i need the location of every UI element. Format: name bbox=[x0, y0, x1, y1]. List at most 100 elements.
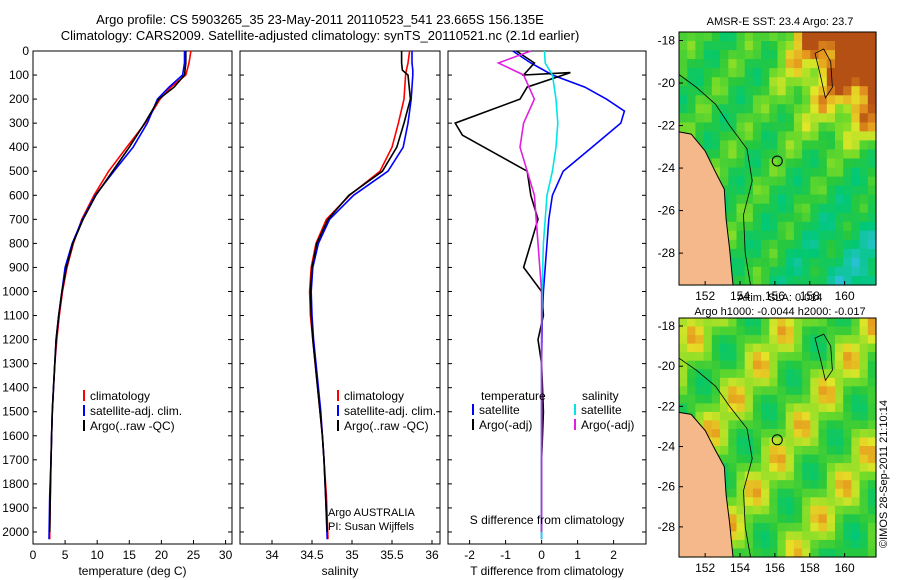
heatmap-cell bbox=[802, 352, 811, 362]
heatmap-cell bbox=[867, 403, 877, 413]
heatmap-cell bbox=[851, 394, 861, 404]
heatmap-cell bbox=[843, 394, 852, 404]
heatmap-cell bbox=[744, 480, 754, 490]
heatmap-cell bbox=[687, 68, 696, 78]
heatmap-cell bbox=[769, 113, 779, 123]
heatmap-cell bbox=[728, 463, 738, 473]
heatmap-cell bbox=[736, 266, 746, 277]
heatmap-cell bbox=[835, 86, 844, 96]
heatmap-cell bbox=[736, 230, 746, 241]
heatmap-cell bbox=[818, 420, 828, 430]
heatmap-cell bbox=[810, 514, 820, 524]
heatmap-cell bbox=[679, 394, 688, 404]
heatmap-cell bbox=[736, 463, 746, 473]
heatmap-cell bbox=[826, 140, 836, 150]
heatmap-cell bbox=[744, 50, 754, 60]
heatmap-cell bbox=[736, 276, 746, 286]
heatmap-cell bbox=[802, 158, 811, 169]
heatmap-cell bbox=[818, 140, 828, 150]
heatmap-cell bbox=[851, 41, 861, 51]
heatmap-cell bbox=[851, 548, 861, 558]
heatmap-cell bbox=[818, 360, 828, 370]
heatmap-cell bbox=[867, 497, 877, 507]
heatmap-cell bbox=[703, 369, 713, 379]
heatmap-cell bbox=[810, 140, 820, 150]
map-y-tick-label: -18 bbox=[658, 34, 676, 48]
heatmap-cell bbox=[851, 531, 861, 541]
heatmap-cell bbox=[810, 167, 820, 178]
heatmap-cell bbox=[777, 212, 787, 223]
heatmap-cell bbox=[802, 86, 811, 96]
heatmap-cell bbox=[761, 32, 770, 42]
heatmap-cell bbox=[711, 41, 721, 51]
heatmap-cell bbox=[826, 437, 836, 447]
heatmap-cell bbox=[826, 41, 836, 51]
heatmap-cell bbox=[851, 185, 861, 196]
heatmap-cell bbox=[761, 122, 770, 132]
heatmap-cell bbox=[859, 343, 869, 353]
heatmap-cell bbox=[711, 403, 721, 413]
legend-label: Argo(-adj) bbox=[479, 418, 532, 432]
heatmap-cell bbox=[777, 221, 787, 232]
heatmap-cell bbox=[851, 158, 861, 169]
heatmap-cell bbox=[859, 50, 869, 60]
heatmap-cell bbox=[777, 276, 787, 286]
heatmap-cell bbox=[720, 369, 729, 379]
heatmap-cell bbox=[785, 377, 795, 387]
heatmap-cell bbox=[744, 326, 754, 336]
heatmap-cell bbox=[703, 429, 713, 439]
heatmap-cell bbox=[810, 104, 820, 114]
heatmap-cell bbox=[867, 68, 877, 78]
heatmap-cell bbox=[810, 420, 820, 430]
heatmap-cell bbox=[761, 497, 770, 507]
heatmap-cell bbox=[867, 326, 877, 336]
heatmap-cell bbox=[859, 113, 869, 123]
heatmap-cell bbox=[802, 50, 811, 60]
heatmap-cell bbox=[785, 386, 795, 396]
map-y-tick-label: -24 bbox=[658, 161, 676, 175]
heatmap-cell bbox=[843, 176, 852, 187]
heatmap-cell bbox=[761, 212, 770, 223]
heatmap-cell bbox=[703, 420, 713, 430]
heatmap-cell bbox=[835, 149, 844, 160]
heatmap-cell bbox=[720, 411, 729, 421]
y-tick-label: 2000 bbox=[2, 525, 29, 539]
heatmap-cell bbox=[867, 522, 877, 532]
heatmap-cell bbox=[835, 471, 844, 481]
argo-annotation: PI: Susan Wijffels bbox=[328, 521, 414, 533]
heatmap-cell bbox=[777, 377, 787, 387]
heatmap-cell bbox=[728, 122, 738, 132]
heatmap-cell bbox=[793, 77, 803, 87]
heatmap-cell bbox=[695, 59, 705, 69]
heatmap-cell bbox=[793, 149, 803, 160]
heatmap-cell bbox=[687, 360, 696, 370]
heatmap-cell bbox=[679, 326, 688, 336]
map-x-tick-label: 154 bbox=[730, 561, 750, 575]
heatmap-cell bbox=[851, 471, 861, 481]
heatmap-cell bbox=[859, 276, 869, 286]
heatmap-cell bbox=[752, 411, 762, 421]
heatmap-cell bbox=[835, 167, 844, 178]
heatmap-cell bbox=[777, 335, 787, 345]
heatmap-cell bbox=[777, 59, 787, 69]
heatmap-cell bbox=[785, 41, 795, 51]
heatmap-cell bbox=[736, 86, 746, 96]
heatmap-cell bbox=[802, 239, 811, 250]
heatmap-cell bbox=[826, 266, 836, 277]
heatmap-cell bbox=[802, 429, 811, 439]
heatmap-cell bbox=[695, 403, 705, 413]
heatmap-cell bbox=[818, 394, 828, 404]
heatmap-cell bbox=[703, 77, 713, 87]
heatmap-cell bbox=[695, 77, 705, 87]
heatmap-cell bbox=[736, 318, 746, 328]
heatmap-cell bbox=[818, 497, 828, 507]
heatmap-cell bbox=[744, 149, 754, 160]
heatmap-cell bbox=[810, 176, 820, 187]
map-x-tick-label: 160 bbox=[835, 561, 855, 575]
heatmap-cell bbox=[793, 488, 803, 498]
heatmap-cell bbox=[777, 86, 787, 96]
heatmap-cell bbox=[769, 488, 779, 498]
heatmap-cell bbox=[793, 335, 803, 345]
heatmap-cell bbox=[777, 369, 787, 379]
heatmap-cell bbox=[810, 230, 820, 241]
